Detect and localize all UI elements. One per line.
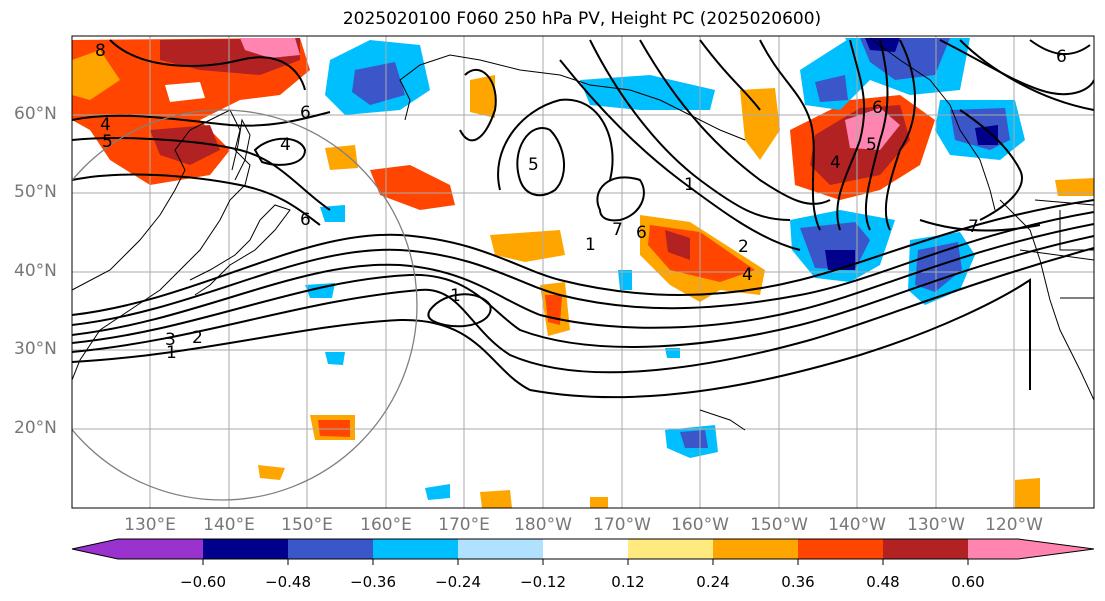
pv-anomaly-blue	[680, 430, 708, 448]
contour-label: 5	[102, 132, 113, 152]
plot-frame	[71, 35, 1095, 509]
contour-label: 2	[192, 328, 203, 348]
contour-labels: 8 5 4 6 4 6 1 3 2 1 1 5 7 6 1 2 4 6 4 5 …	[95, 41, 1067, 363]
contour-label: 1	[585, 235, 596, 255]
graticule	[72, 36, 1094, 508]
distance-ring	[72, 109, 418, 501]
lon-label: 150°E	[281, 515, 333, 535]
colorbar-segment	[118, 539, 203, 559]
colorbar-extend-low	[72, 539, 118, 559]
contour-label: 5	[866, 135, 877, 155]
contour-label: 7	[612, 220, 623, 240]
pv-anomaly-orange	[325, 145, 358, 170]
contour-label: 4	[830, 153, 841, 173]
contour-label: 2	[738, 237, 749, 257]
colorbar-outline	[71, 538, 1095, 560]
lat-label-50n: 50°N	[14, 182, 57, 202]
colorbar-tick-label: 0.48	[866, 573, 900, 591]
pv-anomaly-blue	[815, 75, 848, 102]
map-title: 2025020100 F060 250 hPa PV, Height PC (2…	[342, 9, 822, 29]
colorbar-segment	[203, 539, 288, 559]
lat-label-40n: 40°N	[14, 261, 57, 281]
contour-label: 4	[742, 265, 753, 285]
colorbar-tick-label: 0.24	[696, 573, 730, 591]
pv-anomaly-orange	[72, 50, 120, 100]
colorbar-tick-label: −0.48	[265, 573, 311, 591]
pv-anomaly-orange	[740, 88, 780, 160]
colorbar-segment	[458, 539, 543, 559]
lon-label: 160°W	[671, 515, 729, 535]
contour-label: 3	[165, 330, 176, 350]
lon-label: 180°W	[514, 515, 572, 535]
colorbar-segment	[288, 539, 373, 559]
contour-label: 5	[528, 155, 539, 175]
contour-label: 4	[280, 135, 291, 155]
pv-anomaly-blue	[915, 242, 962, 292]
lat-label-60n: 60°N	[14, 104, 57, 124]
colorbar-tick-label: 0.36	[781, 573, 815, 591]
colorbar-segment	[798, 539, 883, 559]
colorbar-segment	[543, 539, 628, 559]
pv-anomaly-navy	[825, 250, 855, 270]
contour-label: 6	[300, 103, 311, 123]
colorbar-tick-label: −0.36	[350, 573, 396, 591]
pv-anomaly-orange	[490, 230, 565, 262]
lat-label-30n: 30°N	[14, 339, 57, 359]
colorbar-segment	[713, 539, 798, 559]
colorbar	[71, 538, 1095, 565]
contour-label: 1	[166, 343, 177, 363]
contour-label: 6	[872, 98, 883, 118]
lon-label: 160°E	[360, 515, 412, 535]
lon-label: 170°E	[438, 515, 490, 535]
pv-anomaly-lightblue	[320, 205, 345, 222]
colorbar-extend-high	[1018, 539, 1094, 559]
colorbar-segment	[628, 539, 713, 559]
contour-label: 6	[636, 223, 647, 243]
pv-anomaly-blue	[352, 62, 405, 105]
lon-label: 130°E	[124, 515, 176, 535]
pv-anomaly-darkred	[150, 125, 220, 165]
pv-anomaly-pink	[240, 38, 300, 58]
pv-anomaly-lightblue	[425, 484, 450, 500]
contour-label: 6	[1056, 47, 1067, 67]
pv-anomaly-navy	[975, 125, 998, 145]
colorbar-tick-label: −0.60	[180, 573, 226, 591]
lon-label: 170°W	[593, 515, 651, 535]
pv-anomaly-darkred	[665, 230, 690, 260]
pv-anomaly-red	[72, 38, 310, 185]
pv-anomaly-lightblue	[325, 352, 345, 365]
colorbar-segment	[883, 539, 968, 559]
coastlines	[72, 37, 1094, 431]
contour-label: 1	[450, 286, 461, 306]
lon-label: 140°W	[828, 515, 886, 535]
pv-anomaly-orange	[480, 490, 512, 508]
pv-anomaly-orange	[470, 75, 495, 118]
pv-anomaly-orange	[258, 465, 285, 480]
contour-label: 8	[95, 41, 106, 61]
colorbar-segment	[968, 539, 1018, 559]
pv-anomaly-red	[370, 165, 455, 210]
contour-label: 1	[684, 175, 695, 195]
contour-label: 4	[100, 115, 111, 135]
height-contours	[72, 39, 1094, 399]
colorbar-tick-label: −0.12	[520, 573, 566, 591]
contour-label: 6	[300, 210, 311, 230]
lat-label-20n: 20°N	[14, 418, 57, 438]
contour-label: 7	[968, 217, 979, 237]
pv-anomaly-lightblue	[618, 270, 632, 290]
lon-label: 150°W	[750, 515, 808, 535]
colorbar-segment	[373, 539, 458, 559]
pv-anomaly-clear	[165, 82, 205, 102]
pv-anomaly-orange	[1055, 178, 1094, 196]
pv-anomaly-orange	[1015, 478, 1040, 508]
lon-label: 120°W	[985, 515, 1043, 535]
colorbar-tick-label: −0.24	[435, 573, 481, 591]
pv-anomaly-orange	[590, 497, 608, 508]
pv-anomaly-navy	[865, 38, 900, 52]
colorbar-tick-label: 0.60	[951, 573, 985, 591]
lon-label: 140°E	[203, 515, 255, 535]
lon-label: 130°W	[907, 515, 965, 535]
colorbar-tick-label: 0.12	[611, 573, 645, 591]
